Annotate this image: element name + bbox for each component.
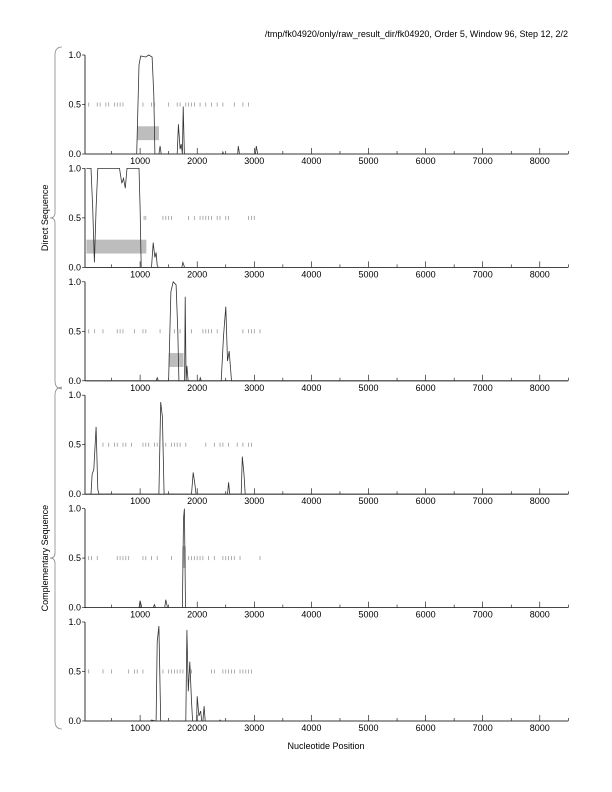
panel-4: 1000 2000 3000 4000 5000 6000 7000 8000 0.0 0.5 1.… [68, 390, 569, 506]
x-tick-label: 8000 [530, 383, 550, 393]
probability-line [86, 508, 569, 608]
y-tick-label: 0.0 [68, 489, 81, 499]
y-tick-label: 1.0 [68, 390, 81, 400]
y-tick-label: 0.5 [68, 100, 81, 110]
x-tick-label: 1000 [130, 723, 150, 733]
x-tick-label: 4000 [301, 156, 321, 166]
x-tick-label: 6000 [416, 269, 436, 279]
x-tick-label: 8000 [530, 269, 550, 279]
x-tick-label: 2000 [187, 383, 207, 393]
x-tick-label: 6000 [416, 496, 436, 506]
y-tick-label: 0.0 [68, 376, 81, 386]
x-tick-label: 6000 [416, 156, 436, 166]
y-tick-label: 0.5 [68, 440, 81, 450]
x-tick-label: 4000 [301, 383, 321, 393]
x-tick-label: 3000 [244, 156, 264, 166]
y-tick-label: 1.0 [68, 617, 81, 627]
x-tick-label: 5000 [358, 269, 378, 279]
x-tick-label: 2000 [187, 269, 207, 279]
x-tick-label: 1000 [130, 383, 150, 393]
x-tick-label: 1000 [130, 269, 150, 279]
probability-line [86, 625, 569, 722]
group-label: Direct Sequence [40, 185, 50, 252]
y-tick-label: 0.0 [68, 716, 81, 726]
x-tick-label: 2000 [187, 610, 207, 620]
x-tick-label: 1000 [130, 496, 150, 506]
x-tick-label: 1000 [130, 610, 150, 620]
x-tick-label: 7000 [473, 610, 493, 620]
y-tick-label: 1.0 [68, 277, 81, 287]
y-tick-label: 0.0 [68, 603, 81, 613]
x-tick-label: 2000 [187, 496, 207, 506]
probability-line [86, 168, 569, 268]
x-tick-label: 4000 [301, 723, 321, 733]
group-bracket [49, 386, 63, 730]
x-tick-label: 4000 [301, 610, 321, 620]
group-label: Complementary Sequence [40, 505, 50, 612]
x-tick-label: 6000 [416, 610, 436, 620]
x-tick-label: 3000 [244, 723, 264, 733]
gene-region [86, 239, 147, 254]
probability-line [86, 402, 569, 495]
x-tick-label: 7000 [473, 723, 493, 733]
x-tick-label: 8000 [530, 496, 550, 506]
panel-5: 1000 2000 3000 4000 5000 6000 7000 8000 0.0 0.5 1.… [68, 504, 569, 620]
x-tick-label: 3000 [244, 610, 264, 620]
y-tick-label: 0.0 [68, 149, 81, 159]
panel-1: 1000 2000 3000 4000 5000 6000 7000 8000 0.0 0.5 1.… [68, 50, 569, 166]
panel-6: 1000 2000 3000 4000 5000 6000 7000 8000 0.0 0.5 1.… [68, 617, 569, 733]
x-tick-label: 7000 [473, 383, 493, 393]
x-tick-label: 6000 [416, 723, 436, 733]
y-tick-label: 0.5 [68, 213, 81, 223]
y-tick-label: 1.0 [68, 50, 81, 60]
probability-line [86, 54, 569, 155]
y-tick-label: 1.0 [68, 163, 81, 173]
y-tick-label: 0.5 [68, 553, 81, 563]
x-tick-label: 3000 [244, 496, 264, 506]
y-tick-label: 0.0 [68, 262, 81, 272]
y-tick-label: 0.5 [68, 326, 81, 336]
x-tick-label: 4000 [301, 496, 321, 506]
x-tick-label: 5000 [358, 383, 378, 393]
gene-region [168, 353, 184, 367]
x-tick-label: 5000 [358, 610, 378, 620]
x-tick-label: 5000 [358, 496, 378, 506]
x-tick-label: 5000 [358, 723, 378, 733]
group-bracket [49, 46, 63, 390]
x-tick-label: 3000 [244, 269, 264, 279]
gene-region [182, 546, 186, 568]
x-tick-label: 7000 [473, 496, 493, 506]
y-tick-label: 1.0 [68, 504, 81, 514]
x-tick-label: 2000 [187, 156, 207, 166]
x-axis-label: Nucleotide Position [287, 741, 364, 751]
probability-line [86, 280, 569, 382]
x-tick-label: 8000 [530, 610, 550, 620]
x-tick-label: 7000 [473, 156, 493, 166]
x-tick-label: 6000 [416, 383, 436, 393]
x-tick-label: 3000 [244, 383, 264, 393]
x-tick-label: 1000 [130, 156, 150, 166]
panel-3: 1000 2000 3000 4000 5000 6000 7000 8000 0.0 0.5 1.… [68, 277, 569, 393]
x-tick-label: 8000 [530, 156, 550, 166]
x-tick-label: 8000 [530, 723, 550, 733]
x-tick-label: 7000 [473, 269, 493, 279]
x-tick-label: 5000 [358, 156, 378, 166]
x-tick-label: 4000 [301, 269, 321, 279]
gene-region [137, 126, 159, 141]
panel-2: 1000 2000 3000 4000 5000 6000 7000 8000 0.0 0.5 1.… [68, 163, 569, 279]
y-tick-label: 0.5 [68, 667, 81, 677]
x-tick-label: 2000 [187, 723, 207, 733]
plot-title: /tmp/fk04920/only/raw_result_dir/fk04920… [264, 29, 568, 39]
